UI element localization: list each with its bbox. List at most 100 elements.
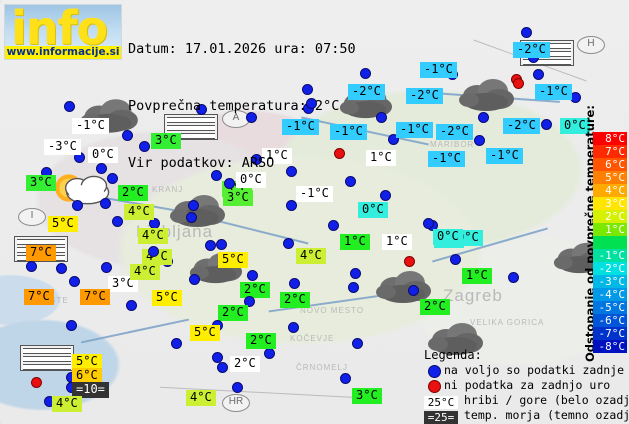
station-dot-available[interactable] xyxy=(474,135,485,146)
station-temperature-label[interactable]: 4°C xyxy=(130,264,160,280)
station-temperature-label[interactable]: 2°C xyxy=(240,282,270,298)
station-dot-available[interactable] xyxy=(107,173,118,184)
station-dot-available[interactable] xyxy=(244,296,255,307)
station-dot-available[interactable] xyxy=(126,300,137,311)
station-temperature-label[interactable]: 2°C xyxy=(420,299,450,315)
station-temperature-label[interactable]: 5°C xyxy=(190,325,220,341)
station-temperature-label[interactable]: 6°C xyxy=(72,368,102,384)
station-dot-available[interactable] xyxy=(232,382,243,393)
station-dot-available[interactable] xyxy=(247,270,258,281)
station-temperature-label[interactable]: -2°C xyxy=(406,88,443,104)
station-temperature-label[interactable]: 3°C xyxy=(108,276,138,292)
station-temperature-label[interactable]: 7°C xyxy=(80,289,110,305)
station-dot-available[interactable] xyxy=(340,373,351,384)
station-dot-available[interactable] xyxy=(171,338,182,349)
station-dot-available[interactable] xyxy=(112,216,123,227)
station-dot-available[interactable] xyxy=(345,176,356,187)
station-dot-available[interactable] xyxy=(101,262,112,273)
station-dot-available[interactable] xyxy=(72,200,83,211)
site-logo[interactable]: info www.informacije.si xyxy=(4,1,122,60)
station-temperature-label[interactable]: 0°C xyxy=(560,118,590,134)
station-temperature-label[interactable]: 1°C xyxy=(262,148,292,164)
station-temperature-label[interactable]: -2°C xyxy=(436,124,473,140)
station-dot-available[interactable] xyxy=(302,84,313,95)
station-temperature-label[interactable]: 2°C xyxy=(230,356,260,372)
station-temperature-label[interactable]: -1°C xyxy=(535,84,572,100)
station-dot-available[interactable] xyxy=(288,322,299,333)
station-dot-available[interactable] xyxy=(216,239,227,250)
station-dot-available[interactable] xyxy=(408,285,419,296)
station-dot-available[interactable] xyxy=(69,276,80,287)
station-dot-available[interactable] xyxy=(350,268,361,279)
station-temperature-label[interactable]: 2°C xyxy=(218,305,248,321)
station-temperature-label[interactable]: -3°C xyxy=(44,139,81,155)
station-temperature-label[interactable]: -1°C xyxy=(396,122,433,138)
station-temperature-label[interactable]: 4°C xyxy=(186,390,216,406)
station-temperature-label[interactable]: -1°C xyxy=(420,62,457,78)
station-temperature-label[interactable]: 2°C xyxy=(118,185,148,201)
station-temperature-label[interactable]: 0°C xyxy=(433,229,463,245)
station-dot-available[interactable] xyxy=(521,27,532,38)
station-dot-available[interactable] xyxy=(205,240,216,251)
station-temperature-label[interactable]: 3°C xyxy=(223,190,253,206)
station-temperature-label[interactable]: 1°C xyxy=(462,268,492,284)
station-temperature-label[interactable]: 1°C xyxy=(340,234,370,250)
station-dot-available[interactable] xyxy=(56,263,67,274)
station-temperature-label[interactable]: 1°C xyxy=(382,234,412,250)
station-dot-available[interactable] xyxy=(96,163,107,174)
station-dot-available[interactable] xyxy=(139,141,150,152)
station-temperature-label[interactable]: -1°C xyxy=(296,186,333,202)
station-dot-available[interactable] xyxy=(217,362,228,373)
station-dot-available[interactable] xyxy=(380,190,391,201)
station-temperature-label[interactable]: 0°C xyxy=(358,202,388,218)
station-temperature-label[interactable]: 5°C xyxy=(152,290,182,306)
station-temperature-label[interactable]: -2°C xyxy=(503,118,540,134)
station-dot-available[interactable] xyxy=(289,278,300,289)
station-temperature-label[interactable]: 3°C xyxy=(151,133,181,149)
station-dot-missing[interactable] xyxy=(513,78,524,89)
station-dot-available[interactable] xyxy=(286,166,297,177)
station-dot-available[interactable] xyxy=(533,69,544,80)
station-dot-available[interactable] xyxy=(26,261,37,272)
station-dot-available[interactable] xyxy=(224,178,235,189)
station-temperature-label[interactable]: 5°C xyxy=(218,252,248,268)
station-temperature-label[interactable]: -1°C xyxy=(72,118,109,134)
station-dot-available[interactable] xyxy=(478,112,489,123)
station-dot-available[interactable] xyxy=(186,212,197,223)
station-dot-available[interactable] xyxy=(376,112,387,123)
station-dot-missing[interactable] xyxy=(404,256,415,267)
station-dot-missing[interactable] xyxy=(31,377,42,388)
station-dot-available[interactable] xyxy=(423,218,434,229)
station-temperature-label[interactable]: -1°C xyxy=(428,151,465,167)
station-temperature-label[interactable]: 7°C xyxy=(26,245,56,261)
station-temperature-label[interactable]: 4°C xyxy=(52,396,82,412)
station-temperature-label[interactable]: 0°C xyxy=(236,172,266,188)
station-dot-available[interactable] xyxy=(122,130,133,141)
station-dot-available[interactable] xyxy=(189,274,200,285)
station-dot-available[interactable] xyxy=(211,170,222,181)
station-dot-available[interactable] xyxy=(66,320,77,331)
station-dot-available[interactable] xyxy=(348,282,359,293)
station-dot-available[interactable] xyxy=(508,272,519,283)
station-dot-available[interactable] xyxy=(328,220,339,231)
station-temperature-label[interactable]: -1°C xyxy=(282,119,319,135)
station-dot-available[interactable] xyxy=(283,238,294,249)
station-temperature-label[interactable]: 3°C xyxy=(26,175,56,191)
station-dot-available[interactable] xyxy=(196,104,207,115)
station-temperature-label[interactable]: 1°C xyxy=(366,150,396,166)
station-temperature-label[interactable]: -1°C xyxy=(330,124,367,140)
station-dot-available[interactable] xyxy=(251,154,262,165)
station-temperature-label[interactable]: 4°C xyxy=(124,204,154,220)
station-temperature-label[interactable]: 0°C xyxy=(88,147,118,163)
station-dot-available[interactable] xyxy=(286,200,297,211)
station-temperature-label[interactable]: 5°C xyxy=(72,354,102,370)
station-dot-available[interactable] xyxy=(360,68,371,79)
station-dot-available[interactable] xyxy=(541,119,552,130)
station-temperature-label[interactable]: 3°C xyxy=(352,388,382,404)
station-temperature-label[interactable]: 7°C xyxy=(24,289,54,305)
sea-temperature-label[interactable]: =10= xyxy=(72,382,109,398)
station-temperature-label[interactable]: 4°C xyxy=(296,248,326,264)
station-temperature-label[interactable]: 4°C xyxy=(138,228,168,244)
station-temperature-label[interactable]: -1°C xyxy=(486,148,523,164)
station-temperature-label[interactable]: 2°C xyxy=(280,292,310,308)
